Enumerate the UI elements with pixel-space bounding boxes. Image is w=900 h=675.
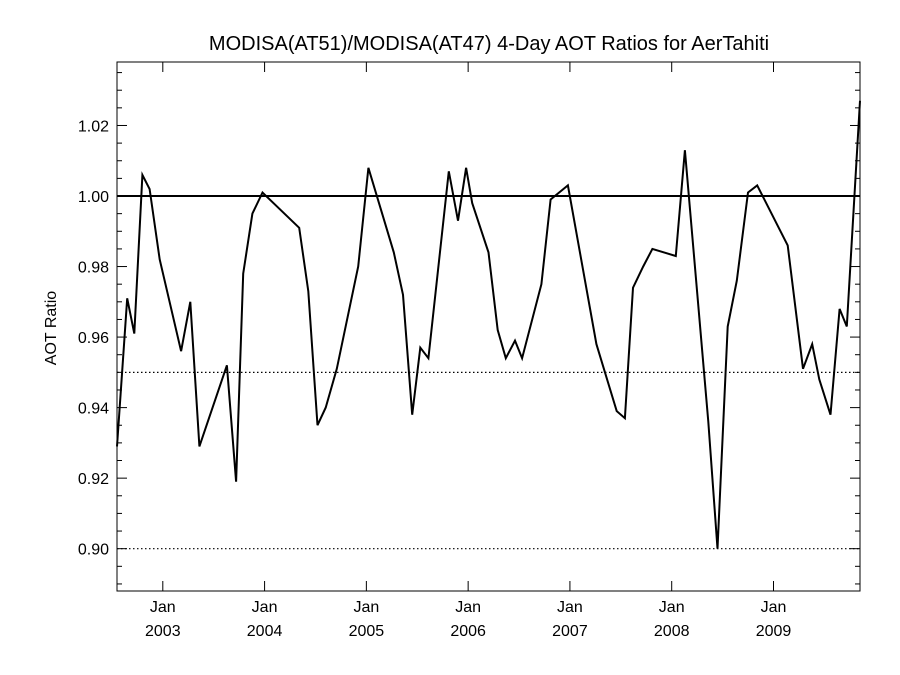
plot-frame xyxy=(116,61,861,592)
y-tick-label: 0.98 xyxy=(78,260,109,277)
x-tick-year-label: 2009 xyxy=(756,623,792,640)
y-tick-label: 0.96 xyxy=(78,330,109,347)
reference-lines xyxy=(117,195,860,550)
y-tick-label: 1.00 xyxy=(78,189,109,206)
series-layer xyxy=(116,100,861,549)
x-tick-month-label: Jan xyxy=(353,599,379,616)
aot-ratio-series-line xyxy=(116,100,861,549)
x-tick-month-label: Jan xyxy=(761,599,787,616)
y-tick-label: 0.90 xyxy=(78,542,109,559)
axis-ticks: 0.90 0.92 0.94 0.96 0.98 1.00 1.02 Jan 2003 Jan 20… xyxy=(78,62,860,640)
x-tick-month-label: Jan xyxy=(659,599,685,616)
x-tick-year-label: 2007 xyxy=(552,623,588,640)
x-tick-year-label: 2005 xyxy=(349,623,385,640)
y-tick-label: 0.94 xyxy=(78,401,109,418)
chart-title: MODISA(AT51)/MODISA(AT47) 4-Day AOT Rati… xyxy=(209,33,769,55)
x-tick-year-label: 2003 xyxy=(145,623,181,640)
y-tick-label: 0.92 xyxy=(78,471,109,488)
x-tick-month-label: Jan xyxy=(252,599,278,616)
x-tick-month-label: Jan xyxy=(455,599,481,616)
x-tick-year-label: 2004 xyxy=(247,623,283,640)
y-axis-label: AOT Ratio xyxy=(43,291,60,366)
y-tick-label: 1.02 xyxy=(78,118,109,135)
x-tick-month-label: Jan xyxy=(150,599,176,616)
x-tick-month-label: Jan xyxy=(557,599,583,616)
x-tick-year-label: 2008 xyxy=(654,623,690,640)
x-tick-year-label: 2006 xyxy=(450,623,486,640)
